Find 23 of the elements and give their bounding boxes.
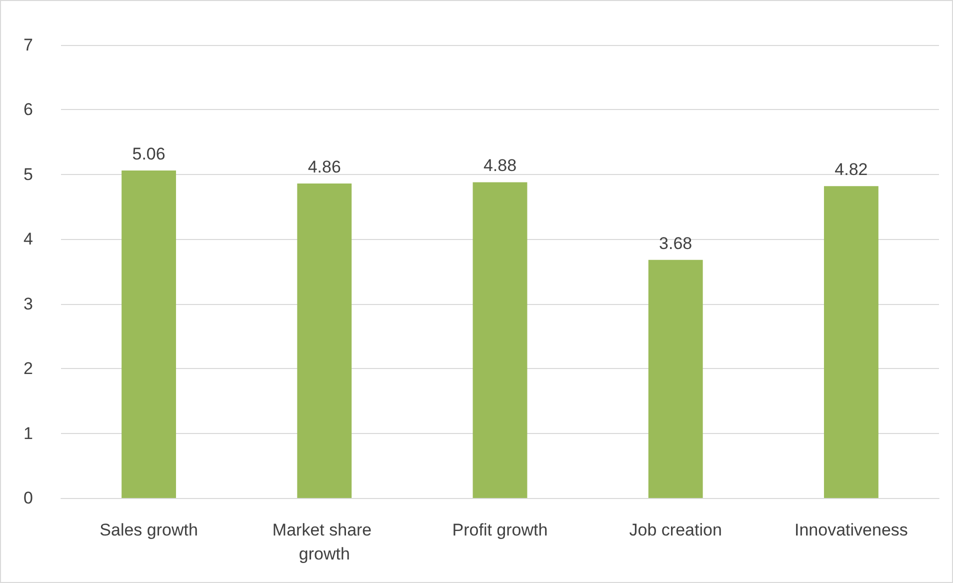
x-tick-label: Profit growth [452, 520, 548, 540]
y-tick-label: 1 [24, 424, 33, 443]
y-tick-label: 3 [24, 294, 33, 314]
y-tick-label: 6 [24, 100, 33, 120]
bar [472, 182, 528, 498]
bar [297, 183, 352, 498]
data-label: 4.82 [834, 160, 868, 180]
y-tick-label: 5 [24, 164, 33, 184]
x-tick-label: Market share growth [272, 520, 376, 564]
x-tick-label: Job creation [629, 520, 722, 540]
data-label: 4.86 [308, 157, 341, 176]
x-tick-label: Sales growth [100, 520, 198, 540]
data-label: 5.06 [132, 144, 166, 164]
data-label: 3.68 [659, 234, 692, 253]
y-tick-label: 0 [24, 488, 33, 508]
y-tick-label: 7 [24, 36, 33, 54]
y-tick-label: 2 [24, 359, 33, 378]
x-tick-label: Innovativeness [794, 520, 908, 540]
bar [824, 186, 878, 498]
bar [122, 170, 176, 498]
bar [648, 260, 703, 498]
y-tick-label: 4 [24, 230, 33, 249]
data-label: 4.88 [483, 156, 517, 176]
